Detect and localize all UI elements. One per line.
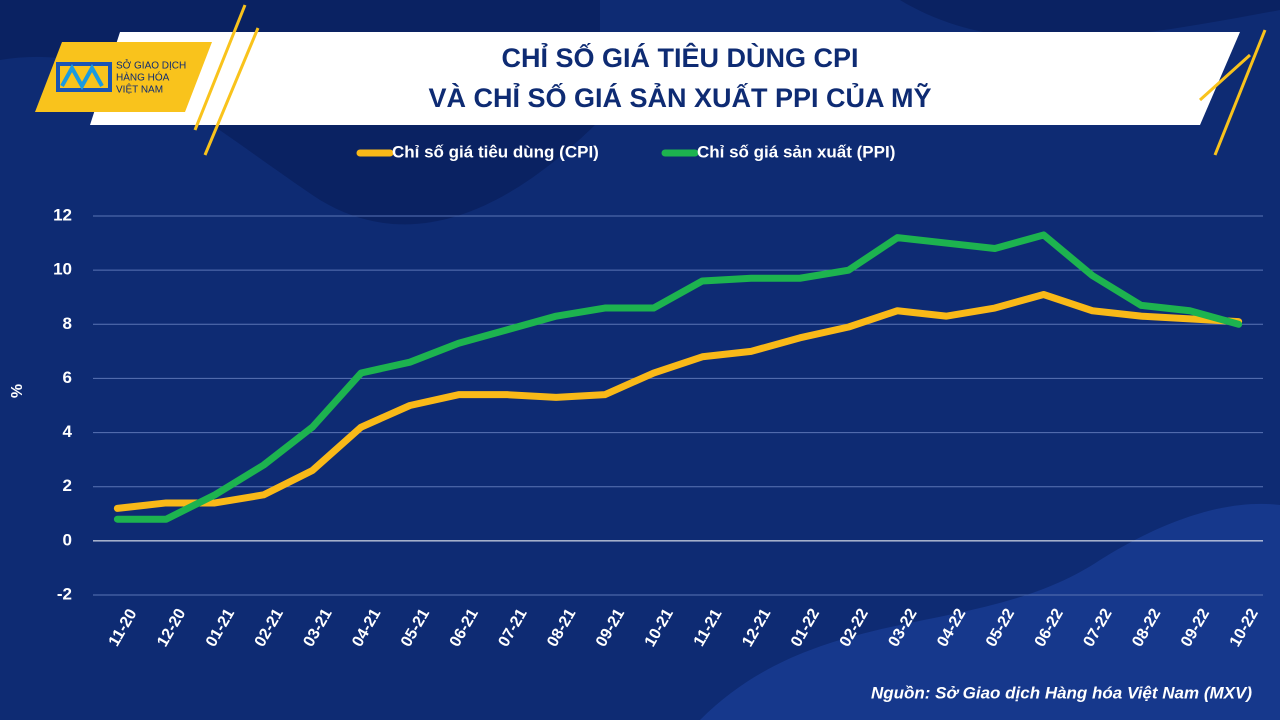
- y-axis-label: %: [9, 384, 26, 398]
- stripe: [1198, 53, 1252, 102]
- chart-title: VÀ CHỈ SỐ GIÁ SẢN XUẤT PPI CỦA MỸ: [428, 81, 931, 113]
- line: [113, 231, 1243, 523]
- logo-box: [35, 42, 212, 112]
- stripe: [193, 4, 247, 131]
- stripe: [203, 27, 260, 156]
- title-banner: [90, 32, 1240, 125]
- logo-icon: [56, 62, 112, 92]
- y-tick-label: -2: [57, 584, 72, 603]
- legend-label: Chỉ số giá sản xuất (PPI): [697, 142, 895, 161]
- chart-title: CHỈ SỐ GIÁ TIÊU DÙNG CPI: [501, 41, 858, 73]
- legend-label: Chỉ số giá tiêu dùng (CPI): [392, 142, 599, 161]
- logo-text: SỞ GIAO DỊCH: [116, 59, 186, 72]
- logo-icon: [60, 63, 104, 91]
- logo-text: VIỆT NAM: [116, 83, 163, 96]
- y-tick-label: 6: [63, 368, 72, 387]
- stripe: [1213, 29, 1267, 156]
- y-tick-label: 8: [63, 314, 72, 333]
- y-tick-label: 2: [63, 476, 72, 495]
- y-tick-label: 4: [63, 422, 73, 441]
- y-tick-label: 0: [63, 530, 72, 549]
- y-tick-label: 12: [53, 205, 72, 224]
- y-tick-label: 10: [53, 260, 72, 279]
- logo-mark: [56, 62, 112, 92]
- logo-text: HÀNG HÓA: [116, 71, 170, 84]
- source: Nguồn: Sở Giao dịch Hàng hóa Việt Nam (M…: [871, 683, 1252, 702]
- wave: [900, 0, 1280, 39]
- line: [113, 291, 1243, 512]
- wave: [700, 503, 1280, 720]
